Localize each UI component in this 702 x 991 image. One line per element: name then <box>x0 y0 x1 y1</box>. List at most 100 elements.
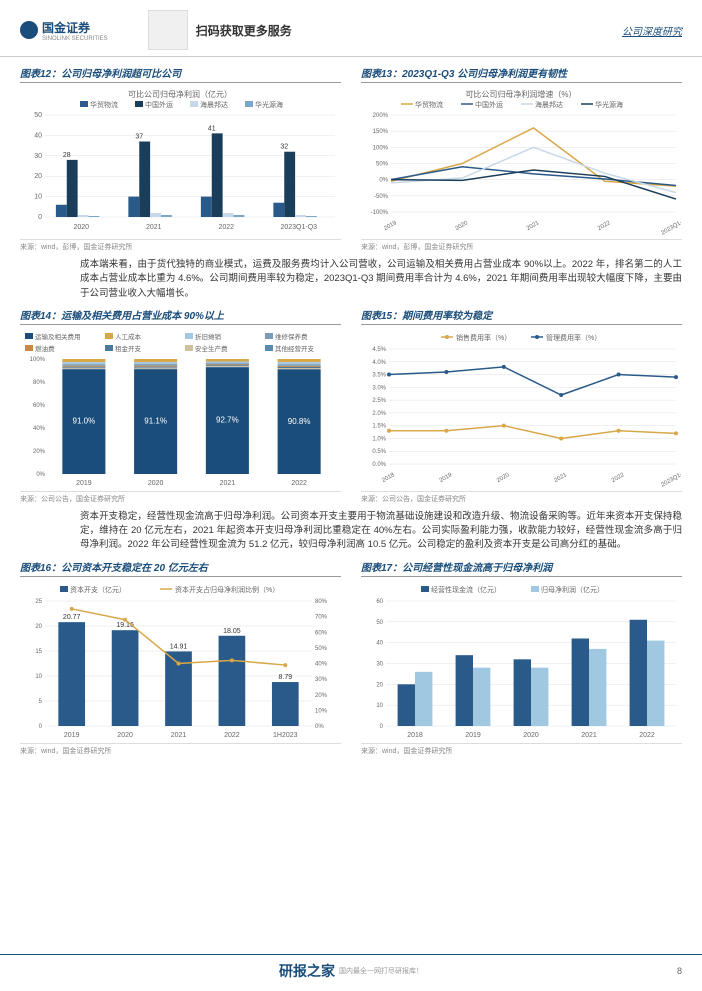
svg-text:2019: 2019 <box>64 732 80 739</box>
page-number: 8 <box>677 966 682 976</box>
svg-text:2021: 2021 <box>220 480 236 487</box>
svg-text:可比公司归母净利润增速（%）: 可比公司归母净利润增速（%） <box>465 89 576 99</box>
svg-text:18.05: 18.05 <box>223 627 241 634</box>
paragraph-2: 资本开支稳定，经营性现金流高于归母净利润。公司资本开支主要用于物流基础设施建设和… <box>80 510 682 553</box>
svg-text:运输及相关费用: 运输及相关费用 <box>35 332 81 341</box>
svg-text:30%: 30% <box>315 677 328 683</box>
svg-text:0.5%: 0.5% <box>372 449 386 455</box>
svg-text:2021: 2021 <box>171 732 187 739</box>
svg-text:40%: 40% <box>33 426 46 432</box>
svg-text:92.7%: 92.7% <box>216 415 239 424</box>
svg-text:2020: 2020 <box>73 224 89 231</box>
svg-text:20%: 20% <box>315 692 328 698</box>
svg-text:28: 28 <box>63 152 71 159</box>
svg-text:华贸物流: 华贸物流 <box>415 100 443 109</box>
svg-text:2022: 2022 <box>224 732 240 739</box>
svg-text:20: 20 <box>34 173 42 180</box>
svg-text:资本开支（亿元）: 资本开支（亿元） <box>70 585 126 594</box>
svg-text:10: 10 <box>376 703 383 709</box>
footer-logo: 研报之家 <box>279 961 335 981</box>
svg-text:32: 32 <box>280 144 288 151</box>
svg-text:2023Q1-Q3: 2023Q1-Q3 <box>660 467 681 488</box>
svg-text:37: 37 <box>135 134 143 141</box>
chart14-title: 图表14：运输及相关费用占营业成本 90%以上 <box>20 307 341 325</box>
svg-text:40: 40 <box>34 132 42 139</box>
svg-text:41: 41 <box>208 125 216 132</box>
svg-text:租金开支: 租金开支 <box>115 344 142 353</box>
svg-text:30: 30 <box>376 661 383 667</box>
svg-text:2021: 2021 <box>581 732 597 739</box>
svg-text:中国外运: 中国外运 <box>475 100 503 109</box>
svg-text:2020: 2020 <box>523 732 539 739</box>
svg-text:50: 50 <box>34 112 42 119</box>
svg-text:人工成本: 人工成本 <box>115 332 142 341</box>
svg-text:2023Q1-Q3: 2023Q1-Q3 <box>280 224 317 231</box>
svg-text:可比公司归母净利润（亿元）: 可比公司归母净利润（亿元） <box>128 89 232 99</box>
svg-text:0: 0 <box>39 724 43 730</box>
svg-text:80%: 80% <box>33 380 46 386</box>
svg-text:燃油费: 燃油费 <box>35 344 55 353</box>
brand-name-en: SINOLINK SECURITIES <box>42 36 108 42</box>
chart12-source: 来源：wind，彭博，国金证券研究所 <box>20 239 341 252</box>
svg-text:管理费用率（%）: 管理费用率（%） <box>546 333 601 342</box>
svg-text:2022: 2022 <box>611 472 626 484</box>
chart17-source: 来源：wind，国金证券研究所 <box>361 743 682 756</box>
svg-text:2021: 2021 <box>553 472 568 484</box>
svg-text:维修保养费: 维修保养费 <box>275 332 308 341</box>
svg-text:2020: 2020 <box>496 472 511 484</box>
svg-text:50%: 50% <box>315 645 328 651</box>
svg-text:20.77: 20.77 <box>63 614 81 621</box>
svg-text:50: 50 <box>376 619 383 625</box>
svg-text:91.1%: 91.1% <box>144 416 167 425</box>
svg-text:60%: 60% <box>315 630 328 636</box>
logo-icon <box>20 21 38 39</box>
svg-text:-50%: -50% <box>374 194 389 200</box>
svg-text:20: 20 <box>35 624 42 630</box>
svg-text:1H2023: 1H2023 <box>273 732 298 739</box>
chart17-title: 图表17：公司经营性现金流高于归母净利润 <box>361 559 682 577</box>
svg-text:0.0%: 0.0% <box>372 462 386 468</box>
svg-text:2.5%: 2.5% <box>372 398 386 404</box>
svg-text:200%: 200% <box>373 113 389 119</box>
svg-text:2018: 2018 <box>381 472 396 484</box>
chart15-title: 图表15：期间费用率较为稳定 <box>361 307 682 325</box>
doc-type: 公司深度研究 <box>622 23 682 38</box>
svg-text:15: 15 <box>35 649 42 655</box>
svg-text:2020: 2020 <box>148 480 164 487</box>
svg-text:90.8%: 90.8% <box>288 417 311 426</box>
chart15: 销售费用率（%）管理费用率（%）0.0%0.5%1.0%1.5%2.0%2.5%… <box>361 329 682 489</box>
chart17: 经营性现金流（亿元）归母净利润（亿元）010203040506020182019… <box>361 581 682 741</box>
brand-name: 国金证券 <box>42 19 108 36</box>
svg-text:8.79: 8.79 <box>278 674 292 681</box>
footer-sub: 国内最全一网打尽研报库！ <box>339 966 423 976</box>
svg-text:2021: 2021 <box>146 224 162 231</box>
svg-text:100%: 100% <box>373 145 389 151</box>
chart13-source: 来源：wind，彭博，国金证券研究所 <box>361 239 682 252</box>
svg-text:20%: 20% <box>33 449 46 455</box>
svg-text:2019: 2019 <box>465 732 481 739</box>
svg-text:5: 5 <box>39 699 43 705</box>
svg-text:海晨邦达: 海晨邦达 <box>535 100 563 109</box>
svg-text:中国外运: 中国外运 <box>145 100 173 109</box>
svg-text:2022: 2022 <box>291 480 307 487</box>
page-footer: 研报之家 国内最全一网打尽研报库！ 8 <box>0 954 702 981</box>
chart16-title: 图表16：公司资本开支稳定在 20 亿元左右 <box>20 559 341 577</box>
svg-text:70%: 70% <box>315 614 328 620</box>
svg-text:10: 10 <box>34 194 42 201</box>
svg-text:2022: 2022 <box>597 220 612 232</box>
svg-text:0: 0 <box>38 214 42 221</box>
svg-text:0%: 0% <box>379 178 388 184</box>
svg-text:14.91: 14.91 <box>170 643 188 650</box>
svg-text:80%: 80% <box>315 599 328 605</box>
svg-text:1.5%: 1.5% <box>372 423 386 429</box>
svg-text:2.0%: 2.0% <box>372 411 386 417</box>
svg-text:华光源海: 华光源海 <box>255 100 283 109</box>
svg-text:其他经营开支: 其他经营开支 <box>275 344 315 353</box>
svg-text:60: 60 <box>376 599 383 605</box>
chart16-source: 来源：wind，国金证券研究所 <box>20 743 341 756</box>
svg-text:2020: 2020 <box>454 220 469 232</box>
svg-text:0%: 0% <box>36 472 45 478</box>
chart13-title: 图表13：2023Q1-Q3 公司归母净利润更有韧性 <box>361 65 682 83</box>
svg-text:40%: 40% <box>315 661 328 667</box>
svg-text:2019: 2019 <box>439 472 454 484</box>
